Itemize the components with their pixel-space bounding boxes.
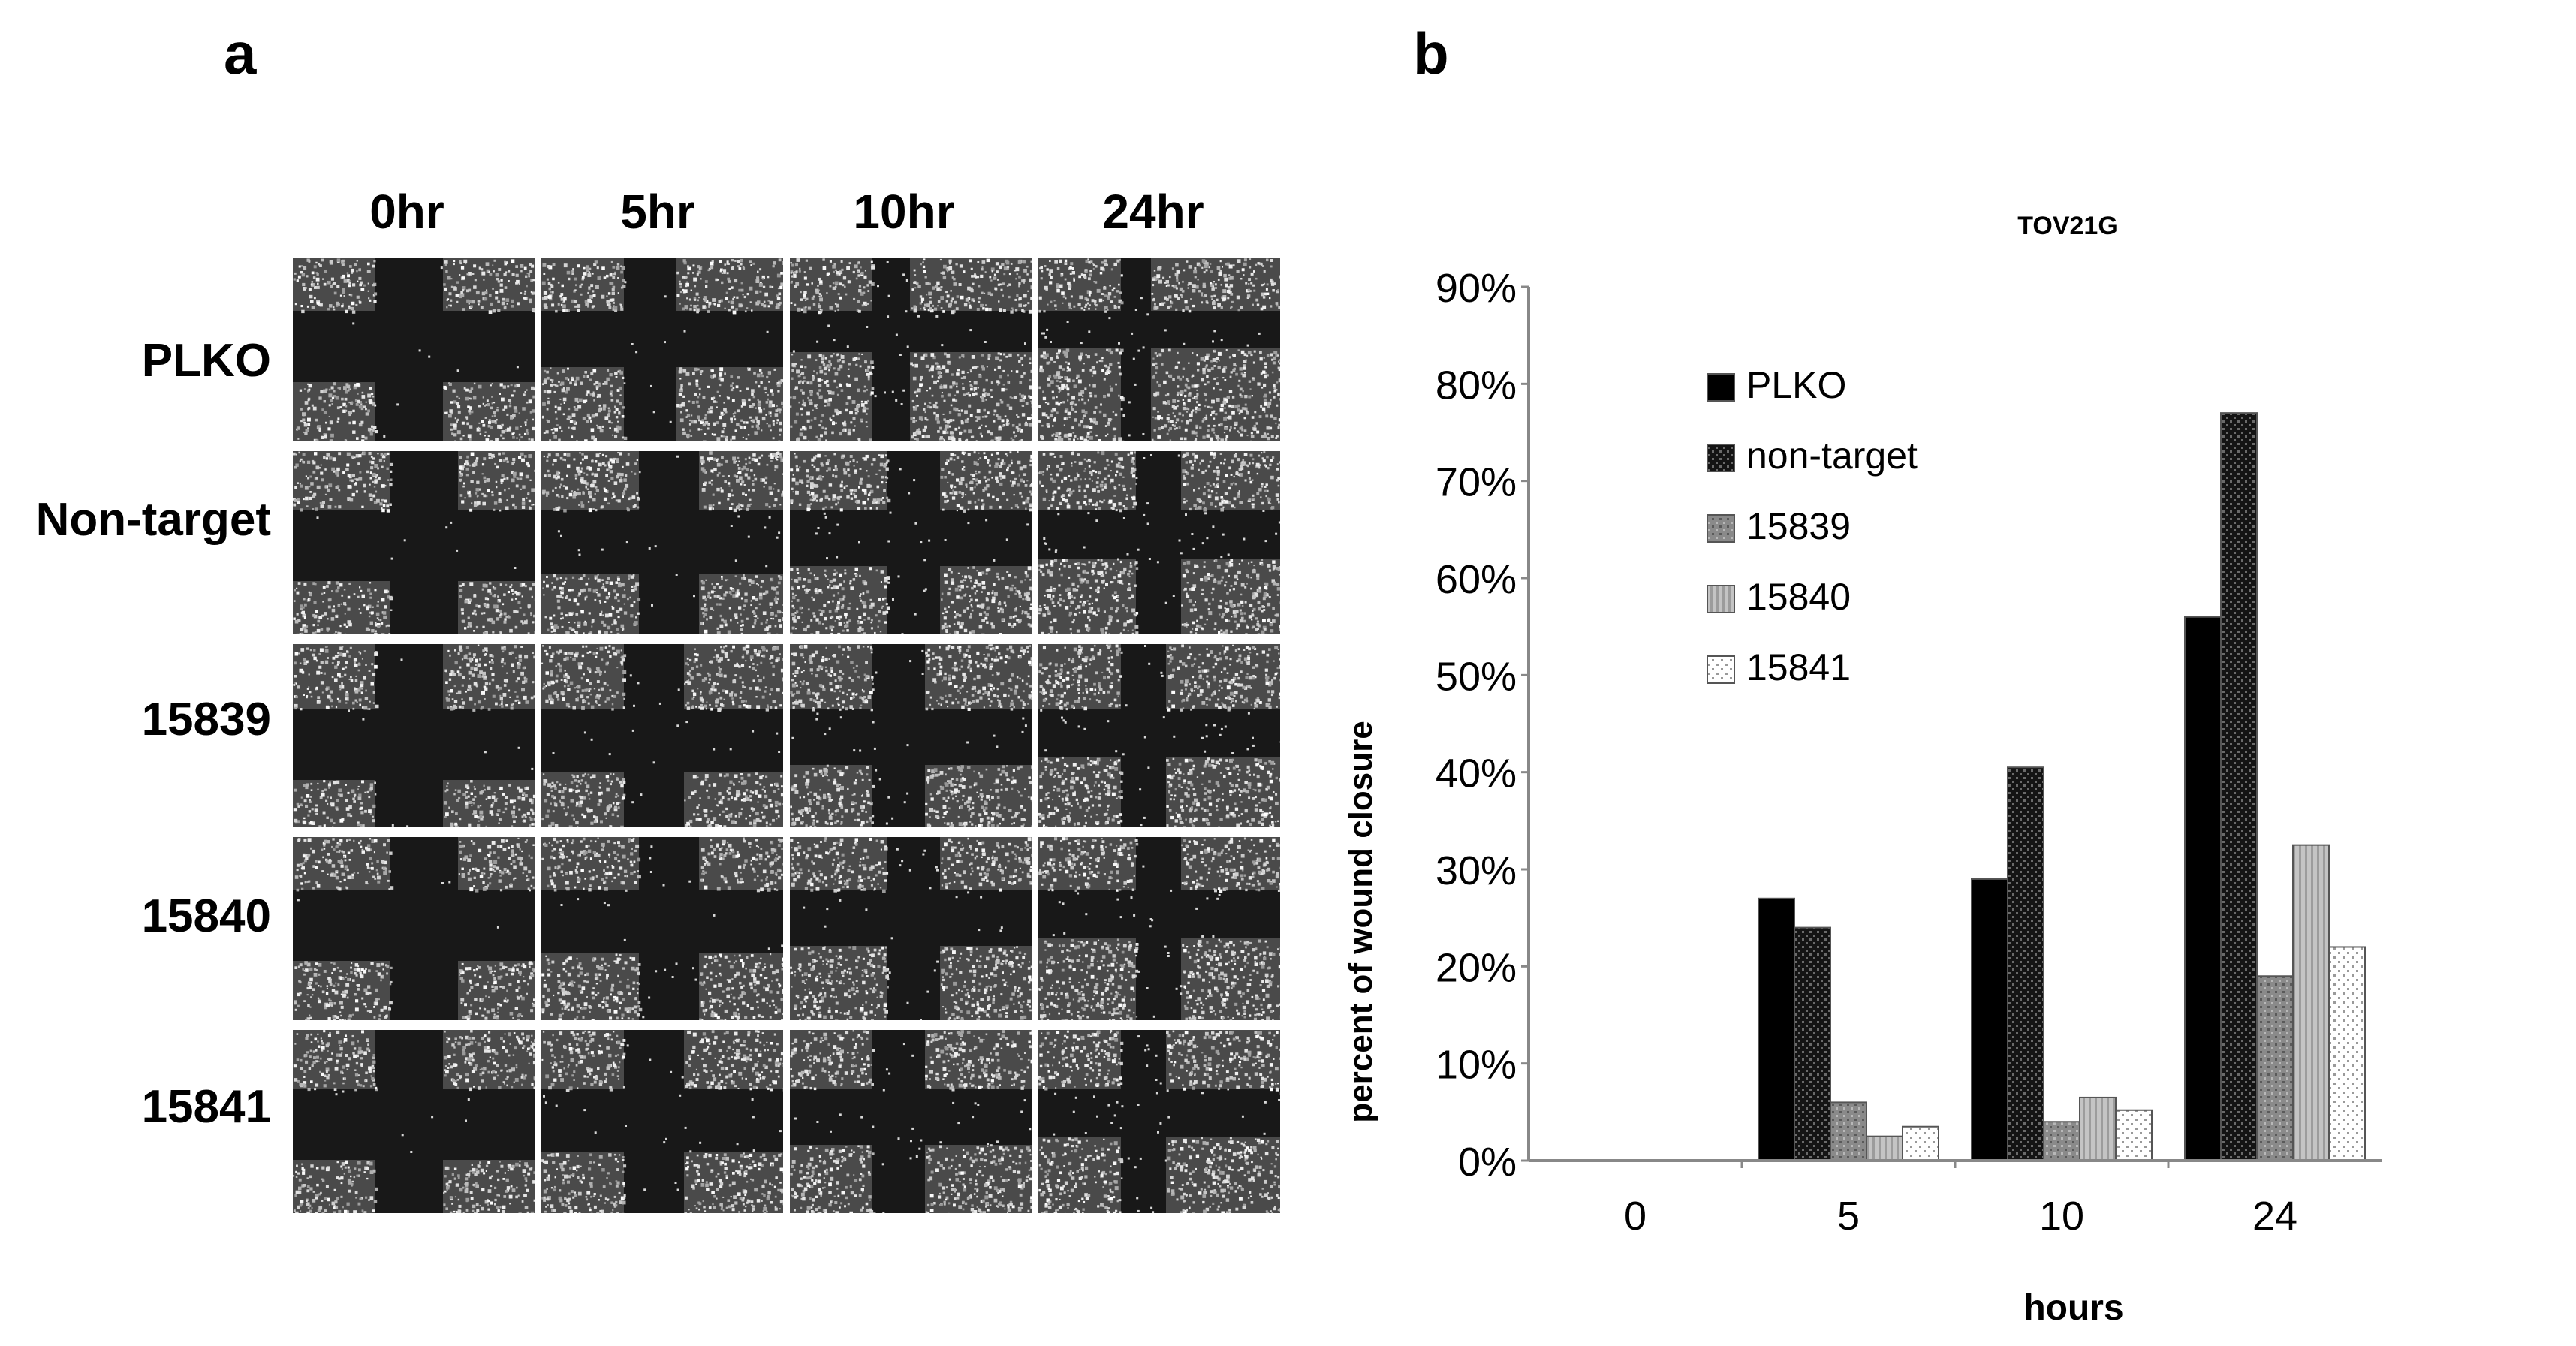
micrograph-15840-24hr [1038, 837, 1280, 1020]
micrograph-15839-5hr [541, 644, 783, 827]
bar-non-target-24h [2220, 412, 2258, 1161]
y-tick-label: 40% [1436, 751, 1517, 796]
micrograph-15841-10hr [790, 1030, 1032, 1213]
y-tick-label: 10% [1436, 1043, 1517, 1088]
x-tick-label: 24 [2252, 1194, 2297, 1239]
row-label-plko: PLKO [141, 335, 271, 387]
legend-swatch-15839 [1707, 514, 1735, 543]
y-axis-label: percent of wound closure [1342, 721, 1379, 1122]
bar-15841-10h [2115, 1109, 2153, 1162]
micrograph-15839-24hr [1038, 644, 1280, 827]
micrograph-15840-0hr [293, 837, 535, 1020]
chart-title: TOV21G [2017, 212, 2118, 240]
legend-label-15841: 15841 [1746, 646, 1851, 688]
bar-15841-5h [1902, 1125, 1939, 1161]
bar-15840-10h [2079, 1096, 2117, 1162]
legend-swatch-non-target [1707, 444, 1735, 472]
y-tick-label: 70% [1436, 460, 1517, 505]
column-header-5hr: 5hr [620, 185, 695, 239]
row-label-15839: 15839 [141, 694, 271, 745]
x-tick-label: 0 [1624, 1194, 1647, 1239]
bar-15840-24h [2292, 844, 2330, 1162]
wound-closure-chart: TOV21G percent of wound closure hours 0%… [1342, 212, 2382, 1328]
y-tick-label: 80% [1436, 363, 1517, 408]
column-header-24hr: 24hr [1102, 185, 1204, 239]
y-tick-label: 60% [1436, 557, 1517, 602]
bar-non-target-10h [2007, 766, 2044, 1161]
micrograph-plko-10hr [790, 258, 1032, 441]
micrograph-15839-10hr [790, 644, 1032, 827]
micrograph-15841-24hr [1038, 1030, 1280, 1213]
micrograph-15841-5hr [541, 1030, 783, 1213]
micrograph-non-target-0hr [293, 451, 535, 634]
legend-swatch-15841 [1707, 655, 1735, 684]
bar-PLKO-5h [1758, 897, 1795, 1161]
x-tick-label: 5 [1837, 1194, 1860, 1239]
legend-label-non-target: non-target [1746, 435, 1918, 477]
row-label-non-target: Non-target [35, 494, 271, 546]
bar-15839-5h [1830, 1101, 1867, 1162]
legend-label-15840: 15840 [1746, 576, 1851, 618]
legend-swatch-PLKO [1707, 373, 1735, 402]
bar-15840-5h [1866, 1135, 1903, 1161]
panel-a-letter: a [224, 20, 257, 86]
row-label-15841: 15841 [141, 1081, 271, 1133]
micrograph-non-target-24hr [1038, 451, 1280, 634]
y-tick-label: 0% [1458, 1140, 1517, 1185]
y-tick-label: 50% [1436, 654, 1517, 699]
legend-label-15839: 15839 [1746, 505, 1851, 547]
legend-swatch-15840 [1707, 585, 1735, 613]
x-axis-label: hours [2023, 1288, 2123, 1328]
panel-b-letter: b [1413, 20, 1449, 86]
bar-15839-10h [2043, 1121, 2080, 1162]
micrograph-plko-24hr [1038, 258, 1280, 441]
legend-label-PLKO: PLKO [1746, 364, 1846, 406]
micrograph-15840-10hr [790, 837, 1032, 1020]
micrograph-15840-5hr [541, 837, 783, 1020]
y-tick-label: 90% [1436, 266, 1517, 311]
x-tick-label: 10 [2039, 1194, 2084, 1239]
micrograph-grid [293, 258, 1281, 1213]
row-label-15840: 15840 [141, 890, 271, 942]
bar-PLKO-24h [2184, 616, 2222, 1161]
micrograph-plko-5hr [541, 258, 783, 441]
micrograph-15841-0hr [293, 1030, 535, 1213]
bar-PLKO-10h [1971, 878, 2008, 1162]
bar-non-target-5h [1794, 926, 1831, 1161]
micrograph-non-target-10hr [790, 451, 1032, 634]
micrograph-plko-0hr [293, 258, 535, 441]
bar-15841-24h [2328, 946, 2366, 1161]
micrograph-15839-0hr [293, 644, 535, 827]
micrograph-non-target-5hr [541, 451, 783, 634]
bar-15839-24h [2256, 975, 2294, 1162]
y-tick-label: 20% [1436, 945, 1517, 990]
column-header-0hr: 0hr [369, 185, 444, 239]
y-tick-label: 30% [1436, 848, 1517, 893]
column-header-10hr: 10hr [853, 185, 955, 239]
